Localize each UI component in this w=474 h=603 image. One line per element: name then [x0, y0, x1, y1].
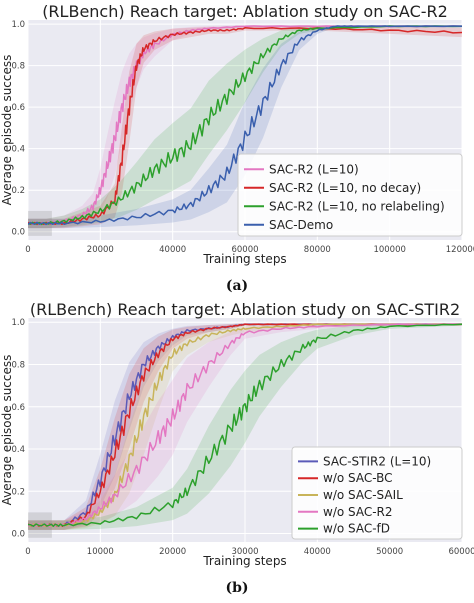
y-tick-label: 0.6: [11, 103, 25, 113]
x-tick-label: 20000: [159, 547, 186, 557]
x-axis-label: Training steps: [202, 252, 286, 266]
series-band-2: [28, 25, 462, 229]
series-line-3: [28, 323, 462, 527]
x-tick-label: 50000: [376, 547, 403, 557]
y-tick-label: 0.8: [11, 360, 25, 370]
y-tick-label: 0.2: [11, 186, 25, 196]
x-tick-label: 10000: [87, 547, 114, 557]
series-line-4: [28, 25, 462, 226]
y-tick-label: 1.0: [11, 20, 25, 30]
series-band-4: [28, 25, 462, 229]
series-group: [28, 25, 462, 236]
x-tick-label: 0: [25, 547, 30, 557]
x-tick-label: 20000: [87, 245, 114, 255]
x-tick-label: 0: [25, 245, 30, 255]
x-tick-label: 100000: [373, 245, 405, 255]
series-band-1: [28, 323, 462, 530]
legend-label: w/o SAC-fD: [323, 522, 390, 536]
series-band-3: [28, 25, 462, 229]
legend-label: SAC-STIR2 (L=10): [323, 454, 431, 468]
y-tick-label: 0.6: [11, 403, 25, 413]
legend-box: [237, 153, 463, 237]
series-line-5: [28, 323, 462, 527]
series-band-2: [28, 323, 462, 530]
y-tick-label: 0.4: [11, 445, 25, 455]
chart-title: (RLBench) Reach target: Ablation study o…: [30, 300, 460, 319]
legend-label: w/o SAC-SAIL: [323, 488, 403, 502]
legend-box: [291, 446, 463, 540]
x-axis-label: Training steps: [202, 554, 286, 568]
x-tick-label: 80000: [304, 245, 331, 255]
chart-panel-2: 0 10000 20000 30000 40000 50000 60000 0.0 0.2 0.4…: [0, 300, 474, 596]
legend-label: SAC-R2 (L=10): [269, 162, 359, 176]
series-line-3: [28, 25, 462, 226]
x-tick-label: 30000: [231, 547, 258, 557]
chart-title: (RLBench) Reach target: Ablation study o…: [42, 2, 448, 21]
legend: SAC-R2 (L=10) SAC-R2 (L=10, no decay) SAC-…: [237, 153, 463, 237]
legend: SAC-STIR2 (L=10) w/o SAC-BC w/o SAC-SAIL w/…: [291, 446, 463, 540]
caption: (a): [226, 278, 248, 294]
series-band-1: [28, 25, 462, 229]
y-tick-label: 0.4: [11, 145, 25, 155]
legend-label: w/o SAC-R2: [323, 505, 393, 519]
legend-label: w/o SAC-BC: [323, 471, 393, 485]
y-tick-label: 1.0: [11, 318, 25, 328]
series-band-4: [28, 323, 462, 530]
y-tick-label: 0.0: [11, 228, 25, 238]
x-tick-label: 40000: [159, 245, 186, 255]
series-line-2: [28, 27, 462, 226]
series-line-4: [28, 323, 462, 527]
x-tick-label: 40000: [304, 547, 331, 557]
y-tick-label: 0.0: [11, 530, 25, 540]
legend-label: SAC-R2 (L=10, no decay): [269, 181, 421, 195]
y-tick-label: 0.2: [11, 487, 25, 497]
series-band-5: [28, 323, 462, 530]
legend-label: SAC-R2 (L=10, no relabeling): [269, 199, 445, 213]
caption: (b): [225, 580, 248, 596]
legend-label: SAC-Demo: [269, 218, 333, 232]
y-tick-label: 0.8: [11, 62, 25, 72]
y-axis-label: Average episode success: [0, 355, 14, 506]
x-tick-label: 60000: [231, 245, 258, 255]
y-axis-label: Average episode success: [0, 55, 14, 206]
x-tick-label: 60000: [448, 547, 474, 557]
series-group: [28, 323, 462, 538]
